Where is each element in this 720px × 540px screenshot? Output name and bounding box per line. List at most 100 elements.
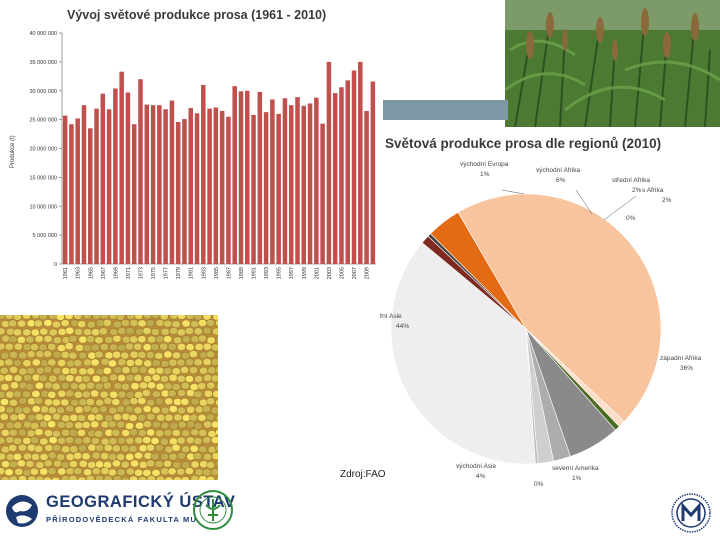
bar-chart-y-tick-label: 20 000 000 bbox=[29, 147, 57, 153]
bar-1963 bbox=[75, 118, 80, 264]
bar-1999 bbox=[301, 105, 307, 264]
bar-chart-x-tick-label: 1981 bbox=[189, 267, 195, 279]
bar-1962 bbox=[69, 124, 74, 265]
pie-leader-line bbox=[575, 189, 593, 215]
bar-chart-x-tick-label: 1971 bbox=[126, 267, 132, 279]
pie-chart-slices bbox=[390, 193, 662, 465]
bar-chart-x-tick-label: 2005 bbox=[339, 267, 345, 279]
pie-chart-labels: západní Afrika 36% severní Amerika 1% 0% vých… bbox=[380, 161, 702, 488]
pie-pct-label: 1% bbox=[480, 171, 490, 178]
bar-1981 bbox=[188, 108, 194, 264]
pie-chart: západní Afrika 36% severní Amerika 1% 0% vých… bbox=[380, 161, 702, 488]
bar-1992 bbox=[257, 91, 263, 264]
millet-plant-photo bbox=[505, 0, 720, 127]
pie-label: východní Afrika bbox=[536, 167, 580, 174]
bar-chart-x-tick-label: 1983 bbox=[201, 267, 207, 279]
masaryk-university-seal-icon bbox=[671, 493, 711, 533]
bar-1996 bbox=[282, 98, 288, 264]
bar-1997 bbox=[288, 105, 294, 264]
pie-label: jižní Asie bbox=[380, 313, 402, 320]
bar-chart-x-tick-label: 1997 bbox=[289, 267, 295, 279]
bar-chart-y-tick-label: 40 000 000 bbox=[29, 31, 57, 37]
bar-chart-x-tick-label: 1993 bbox=[264, 267, 270, 279]
bar-1967 bbox=[100, 93, 106, 264]
bar-1974 bbox=[144, 104, 150, 264]
bar-chart: 0 5 000 000 10 000 000 15 000 000 20 000 000… bbox=[10, 31, 376, 279]
bar-2005 bbox=[339, 87, 344, 264]
geography-globe-icon bbox=[6, 495, 38, 527]
pie-chart-title: Světová produkce prosa dle regionů (2010… bbox=[385, 136, 662, 151]
pie-pct-label: 36% bbox=[680, 365, 693, 372]
bar-2006 bbox=[345, 80, 351, 264]
bar-1976 bbox=[157, 105, 162, 264]
bar-2001 bbox=[314, 97, 319, 265]
bar-1995 bbox=[276, 113, 281, 264]
bar-1985 bbox=[213, 107, 219, 264]
pie-pct-label: 2% bbox=[662, 197, 672, 204]
bar-1982 bbox=[194, 113, 200, 265]
pie-pct-label: 6% bbox=[556, 177, 566, 184]
bar-chart-x-tick-label: 2009 bbox=[365, 267, 371, 279]
accent-bar bbox=[383, 100, 508, 120]
pie-slice-západní-Afrika bbox=[390, 242, 536, 465]
bar-2002 bbox=[320, 123, 325, 264]
bar-1989 bbox=[238, 91, 244, 264]
pie-pct-label: 1% bbox=[572, 475, 582, 482]
bar-1987 bbox=[226, 116, 231, 264]
bar-1991 bbox=[251, 115, 256, 264]
pie-label: západní Afrika bbox=[660, 355, 702, 362]
bar-chart-y-tick-label: 35 000 000 bbox=[29, 60, 57, 66]
bar-chart-y-label: Produkce (t) bbox=[10, 135, 16, 168]
bar-chart-y-tick-label: 30 000 000 bbox=[29, 89, 57, 95]
bar-2007 bbox=[351, 70, 357, 264]
bar-chart-x-tick-label: 1961 bbox=[63, 267, 69, 279]
bar-2008 bbox=[358, 61, 363, 264]
bar-chart-x-tick-label: 1979 bbox=[176, 267, 182, 279]
bar-chart-y-tick-label: 5 000 000 bbox=[33, 233, 57, 239]
bar-1965 bbox=[87, 128, 93, 264]
pie-label: střední Afrika bbox=[612, 177, 650, 184]
bar-chart-x-tick-label: 2003 bbox=[327, 267, 333, 279]
pie-label: s Afrika bbox=[642, 187, 664, 194]
bar-chart-x-tick-label: 1985 bbox=[214, 267, 220, 279]
bar-1994 bbox=[270, 99, 275, 264]
bar-1986 bbox=[219, 110, 225, 265]
pie-pct-label: 0% bbox=[626, 215, 636, 222]
pie-leader-line bbox=[501, 189, 525, 195]
bar-chart-x-tick-label: 2007 bbox=[352, 267, 358, 279]
bar-1971 bbox=[125, 92, 131, 264]
bar-1977 bbox=[163, 109, 168, 264]
geography-institute-title: GEOGRAFICKÝ ÚSTAV bbox=[46, 493, 236, 511]
bar-1969 bbox=[113, 88, 118, 264]
pie-slice-unlabeled-10 bbox=[525, 328, 539, 464]
bar-chart-x-tick-label: 1991 bbox=[252, 267, 258, 279]
bar-1968 bbox=[106, 109, 112, 264]
geography-institute-logo: GEOGRAFICKÝ ÚSTAV PŘÍRODOVĚDECKÁ FAKULTA… bbox=[4, 490, 235, 534]
bar-1980 bbox=[182, 119, 187, 264]
pie-slice-jižní-Asie bbox=[457, 193, 662, 422]
bar-chart-x-tick-label: 1999 bbox=[302, 267, 308, 279]
bar-chart-bars bbox=[62, 61, 376, 265]
pie-pct-label: 0% bbox=[534, 481, 544, 488]
pie-label: severní Amerika bbox=[552, 465, 599, 472]
bar-chart-x-ticks: 1961 1963 1965 1967 1969 1971 1973 1975 1977 1979… bbox=[63, 267, 370, 279]
bar-chart-y-ticks: 0 5 000 000 10 000 000 15 000 000 20 000 000… bbox=[29, 31, 62, 268]
millet-grain-photo bbox=[0, 315, 218, 480]
bar-2000 bbox=[307, 103, 313, 264]
bar-chart-x-tick-label: 1965 bbox=[88, 267, 94, 279]
bar-1973 bbox=[138, 79, 143, 264]
pie-leader-line bbox=[603, 195, 637, 221]
bar-1988 bbox=[232, 86, 237, 264]
bar-2004 bbox=[332, 93, 338, 264]
bar-1972 bbox=[131, 124, 137, 265]
pie-pct-label: 4% bbox=[476, 473, 486, 480]
geography-institute-subtitle: PŘÍRODOVĚDECKÁ FAKULTA MU bbox=[46, 515, 198, 524]
bar-chart-x-tick-label: 1977 bbox=[164, 267, 170, 279]
bar-1984 bbox=[207, 108, 212, 264]
bar-1979 bbox=[175, 121, 181, 264]
bar-chart-y-tick-label: 25 000 000 bbox=[29, 118, 57, 124]
bar-1961 bbox=[62, 115, 68, 265]
bar-chart-x-tick-label: 1963 bbox=[76, 267, 82, 279]
bar-chart-y-tick-label: 10 000 000 bbox=[29, 204, 57, 210]
bar-1964 bbox=[81, 105, 87, 264]
